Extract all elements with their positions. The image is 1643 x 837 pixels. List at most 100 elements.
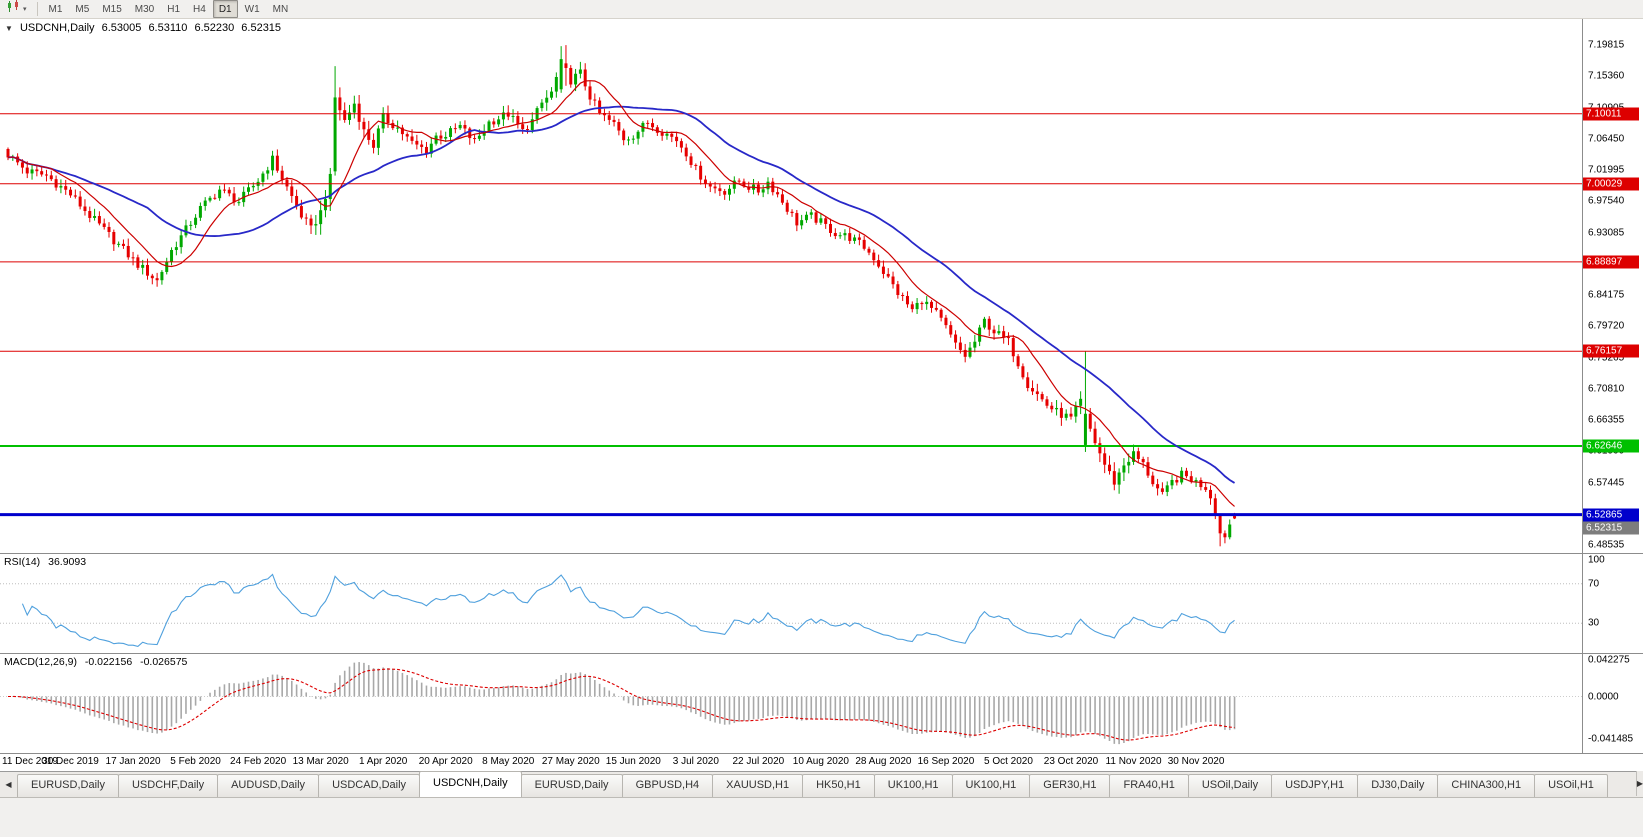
price-tick-label: 7.01995 [1588,164,1625,176]
chart-tab-1-usdchfdaily[interactable]: USDCHF,Daily [117,774,219,797]
macd-chart[interactable] [0,654,1583,758]
chart-tab-16-china300h1[interactable]: CHINA300,H1 [1437,774,1536,797]
candlestick-chart[interactable] [0,19,1583,558]
level-price-label: 6.76157 [1583,344,1639,358]
price-tick-label: 6.97540 [1588,195,1625,207]
timeframe-button-h4[interactable]: H4 [193,3,206,15]
price-tick-label: 6.79720 [1588,320,1625,332]
rsi-value: 36.9093 [48,556,87,568]
chart-tab-17-usoilh1[interactable]: USOil,H1 [1534,774,1608,797]
date-label: 8 May 2020 [482,756,535,767]
level-price-label: 6.52865 [1583,508,1639,522]
chart-tab-6-gbpusdh4[interactable]: GBPUSD,H4 [621,774,714,797]
chart-tab-8-hk50h1[interactable]: HK50,H1 [802,774,875,797]
chart-tab-14-usdjpyh1[interactable]: USDJPY,H1 [1271,774,1359,797]
timeframe-toolbar: ▾ M1 M5 M15 M30 H1 H4 D1 W1 MN [0,0,1643,19]
timeframe-button-d1[interactable]: D1 [212,0,238,18]
macd-main-value: -0.022156 [84,656,133,668]
open-value: 6.53005 [101,22,142,34]
rsi-axis: 100 70 30 [1582,554,1643,653]
timeframe-button-m1[interactable]: M1 [48,3,63,15]
macd-axis: 0.042275 0.0000 -0.041485 [1582,654,1643,753]
date-label: 10 Aug 2020 [792,756,849,767]
timeframe-group: M1 M5 M15 M30 H1 H4 D1 W1 MN [43,0,296,18]
date-label: 24 Feb 2020 [230,756,287,767]
macd-label: MACD(12,26,9) -0.022156 -0.026575 [4,656,192,668]
bid-price-label: 6.52315 [1583,521,1639,535]
chart-tab-0-eurusddaily[interactable]: EURUSD,Daily [17,774,119,797]
chart-tab-12-fra40h1[interactable]: FRA40,H1 [1109,774,1189,797]
rsi-axis-label: 30 [1588,617,1600,629]
macd-axis-label: 0.042275 [1588,654,1630,666]
price-tick-label: 6.48535 [1588,539,1625,551]
rsi-chart[interactable] [0,554,1583,658]
price-tick-label: 6.57445 [1588,477,1625,488]
price-tick-label: 7.19815 [1588,39,1625,51]
price-chart-pane[interactable]: ▼ USDCNH,Daily 6.53005 6.53110 6.52230 6… [0,19,1643,554]
macd-axis-label: 0.0000 [1588,691,1619,702]
date-label: 15 Jun 2020 [605,756,661,767]
chart-tab-7-xauusdh1[interactable]: XAUUSD,H1 [712,774,804,797]
timeframe-button-h1[interactable]: H1 [167,3,181,15]
candlestick-chart-icon [6,0,21,18]
timeframe-button-w1[interactable]: W1 [244,3,260,15]
date-label: 20 Apr 2020 [418,756,473,767]
price-tick-label: 6.84175 [1588,289,1625,301]
status-strip [0,798,1643,837]
date-axis: 11 Dec 2019 30 Dec 2019 17 Jan 2020 5 Feb 2… [0,754,1643,772]
timeframe-button-m5[interactable]: M5 [75,3,90,15]
date-label: 13 Mar 2020 [292,756,349,767]
date-label: 30 Nov 2020 [1167,756,1225,767]
close-value: 6.52315 [241,22,282,34]
macd-pane[interactable]: MACD(12,26,9) -0.022156 -0.026575 0.0422… [0,654,1643,754]
date-label: 5 Feb 2020 [170,756,221,767]
date-label: 22 Jul 2020 [732,756,785,767]
timeframe-button-mn[interactable]: MN [272,3,289,15]
ohlc-header: ▼ USDCNH,Daily 6.53005 6.53110 6.52230 6… [5,22,285,34]
rsi-title: RSI(14) [4,556,41,568]
tabs-scroll-right-button[interactable]: ▶ [1635,771,1643,796]
tabs-scroll-left-button[interactable]: ◀ [5,780,12,789]
macd-title: MACD(12,26,9) [4,656,77,668]
timeframe-button-m15[interactable]: M15 [102,3,122,15]
chart-tab-11-ger30h1[interactable]: GER30,H1 [1029,774,1111,797]
date-label: 16 Sep 2020 [917,756,975,767]
date-label: 11 Dec 2019 [2,756,58,767]
date-label: 3 Jul 2020 [672,756,719,767]
level-price-label: 6.62646 [1583,439,1639,453]
chart-tab-13-usoildaily[interactable]: USOil,Daily [1187,774,1273,797]
price-axis: 7.198157.153607.109057.064507.019956.975… [1582,19,1643,553]
price-tick-label: 7.15360 [1588,70,1625,82]
macd-axis-label: -0.041485 [1588,733,1634,745]
chart-tab-10-uk100h1[interactable]: UK100,H1 [951,774,1031,797]
chart-tab-9-uk100h1[interactable]: UK100,H1 [873,774,953,797]
symbol-label: USDCNH,Daily [19,22,95,34]
date-label: 17 Jan 2020 [105,756,161,767]
chart-tab-4-usdcnhdaily[interactable]: USDCNH,Daily [419,771,522,797]
level-price-label: 7.00029 [1583,177,1639,191]
chart-tab-3-usdcaddaily[interactable]: USDCAD,Daily [318,774,421,797]
date-label: 27 May 2020 [541,756,600,767]
timeframe-button-m30[interactable]: M30 [134,3,155,15]
date-label: 11 Nov 2020 [1105,756,1162,767]
chart-tabs-bar: ◀ EURUSD,Daily USDCHF,Daily AUDUSD,Daily US… [0,771,1643,798]
rsi-axis-label: 100 [1588,554,1605,566]
date-label: 5 Oct 2020 [984,756,1033,767]
chart-type-button[interactable]: ▾ [3,0,30,18]
price-tick-label: 6.70810 [1588,383,1625,395]
price-tick-label: 7.06450 [1588,133,1625,145]
dropdown-caret-icon: ▾ [23,6,27,13]
chart-tab-2-audusddaily[interactable]: AUDUSD,Daily [217,774,320,797]
toolbar-separator [36,2,38,16]
macd-signal-value: -0.026575 [140,656,188,668]
price-tick-label: 6.66355 [1588,414,1625,426]
chart-tab-5-eurusddaily[interactable]: EURUSD,Daily [520,774,623,797]
rsi-label: RSI(14) 36.9093 [4,556,91,568]
low-value: 6.52230 [194,22,235,34]
price-tick-label: 6.93085 [1588,227,1625,238]
symbol-caret-icon: ▼ [5,24,13,33]
chart-tab-15-dj30daily[interactable]: DJ30,Daily [1357,774,1439,797]
rsi-pane[interactable]: RSI(14) 36.9093 100 70 30 [0,554,1643,654]
high-value: 6.53110 [148,22,188,34]
